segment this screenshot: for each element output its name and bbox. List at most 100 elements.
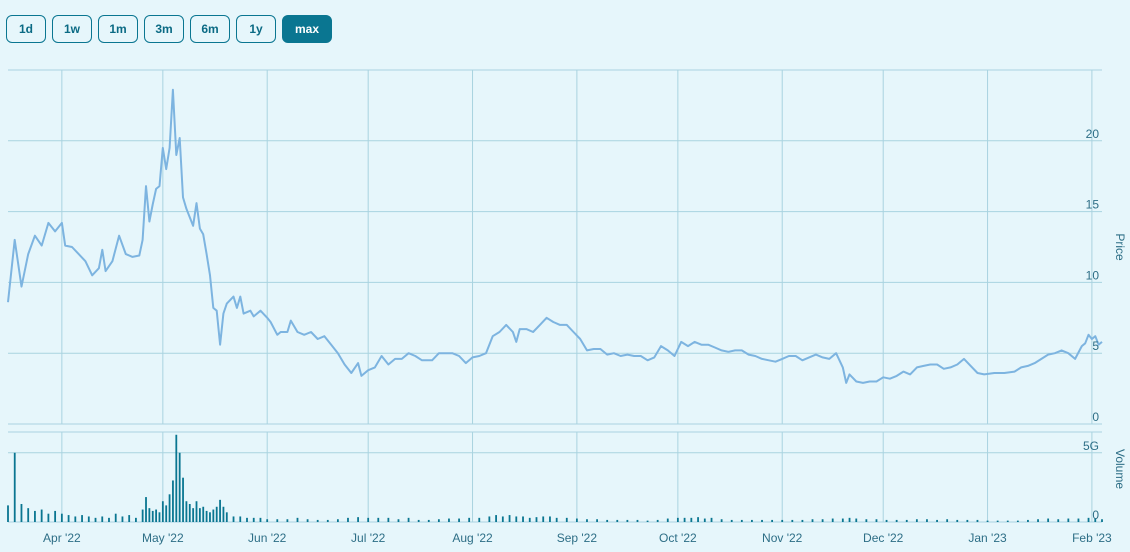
volume-bar <box>676 517 679 522</box>
volume-bar <box>178 452 181 522</box>
range-button-6m[interactable]: 6m <box>190 15 230 43</box>
volume-bar <box>616 519 619 522</box>
volume-bar <box>202 506 205 522</box>
volume-bar <box>751 519 753 522</box>
volume-bar <box>697 517 699 522</box>
volume-bar <box>141 509 144 522</box>
volume-bar <box>165 505 168 522</box>
volume-bar <box>114 513 117 522</box>
volume-bar <box>946 519 949 522</box>
volume-bar <box>791 519 794 522</box>
range-button-1w[interactable]: 1w <box>52 15 92 43</box>
volume-bar <box>158 512 161 522</box>
volume-bar <box>47 513 50 522</box>
volume-bar <box>239 516 242 522</box>
volume-bar <box>740 519 743 522</box>
volume-bar <box>306 519 309 522</box>
volume-bar <box>20 504 23 522</box>
volume-bar <box>683 517 686 522</box>
volume-bar <box>1057 519 1060 522</box>
volume-bar <box>151 510 154 522</box>
price-tick-label: 5 <box>1092 339 1099 353</box>
volume-bar <box>417 519 420 522</box>
volume-bar <box>155 509 158 522</box>
volume-bar <box>246 517 248 522</box>
volume-bar <box>478 517 481 522</box>
volume-bar <box>448 518 450 522</box>
volume-bar <box>586 519 588 522</box>
volume-bar <box>703 518 706 522</box>
volume-bar <box>976 519 979 522</box>
volume-bar <box>74 516 77 522</box>
range-button-max[interactable]: max <box>282 15 332 43</box>
volume-bar <box>121 516 124 522</box>
volume-bar <box>252 517 255 522</box>
price-tick-label: 0 <box>1092 410 1099 424</box>
volume-bar <box>209 512 211 522</box>
volume-bar <box>192 508 195 522</box>
x-tick-label: Sep '22 <box>557 531 598 545</box>
volume-bar <box>316 519 319 522</box>
range-selector: 1d 1w 1m 3m 6m 1y max <box>6 15 332 43</box>
volume-bar <box>905 519 908 522</box>
volume-bar <box>1027 519 1029 522</box>
volume-bar <box>1101 519 1103 522</box>
range-button-3m[interactable]: 3m <box>144 15 184 43</box>
volume-bar <box>13 452 16 522</box>
volume-bar <box>357 517 359 522</box>
volume-bar <box>535 517 538 522</box>
volume-bar <box>885 519 888 522</box>
volume-bar <box>34 510 36 522</box>
x-tick-label: Feb '23 <box>1072 531 1112 545</box>
price-tick-label: 10 <box>1086 268 1100 282</box>
volume-bar <box>666 518 669 522</box>
volume-bar <box>841 518 844 522</box>
volume-bar <box>185 501 188 522</box>
price-line <box>7 88 1103 384</box>
range-button-1m[interactable]: 1m <box>98 15 138 43</box>
volume-tick-label: 0 <box>1092 508 1099 522</box>
volume-bar <box>495 515 497 522</box>
volume-bar <box>1016 520 1019 522</box>
volume-bar <box>522 516 524 522</box>
volume-bar <box>811 519 814 522</box>
volume-tick-label: 5G <box>1083 439 1099 453</box>
volume-bar <box>81 515 83 522</box>
volume-bar <box>606 519 609 522</box>
volume-bar <box>198 508 201 522</box>
volume-bar <box>219 499 221 522</box>
volume-bar <box>1094 518 1097 522</box>
price-axis-title: Price <box>1113 233 1127 261</box>
volume-bar <box>266 519 269 522</box>
x-tick-label: Jul '22 <box>351 531 386 545</box>
volume-bar <box>895 519 898 522</box>
volume-bar <box>437 519 440 522</box>
volume-bar <box>326 519 329 522</box>
volume-bar <box>956 519 959 522</box>
volume-bar <box>626 519 629 522</box>
volume-bar <box>296 517 299 522</box>
volume-bar <box>182 477 184 522</box>
volume-bar <box>996 520 999 522</box>
volume-bar <box>771 519 774 522</box>
volume-bar <box>222 506 225 522</box>
volume-bar <box>936 519 938 522</box>
range-button-1d[interactable]: 1d <box>6 15 46 43</box>
volume-bar <box>690 517 693 522</box>
volume-bar <box>646 520 649 522</box>
volume-bar <box>60 513 63 522</box>
price-tick-label: 15 <box>1086 198 1100 212</box>
x-tick-label: Aug '22 <box>452 531 493 545</box>
volume-bar <box>848 517 851 522</box>
volume-bar <box>875 519 878 522</box>
volume-bar <box>515 516 518 522</box>
range-button-1y[interactable]: 1y <box>236 15 276 43</box>
volume-bar <box>926 519 928 522</box>
volume-bar <box>555 517 558 522</box>
volume-bar <box>427 519 430 522</box>
volume-bar <box>212 509 215 522</box>
volume-bar <box>168 494 171 522</box>
price-panel <box>7 88 1103 384</box>
volume-bar <box>195 501 198 522</box>
